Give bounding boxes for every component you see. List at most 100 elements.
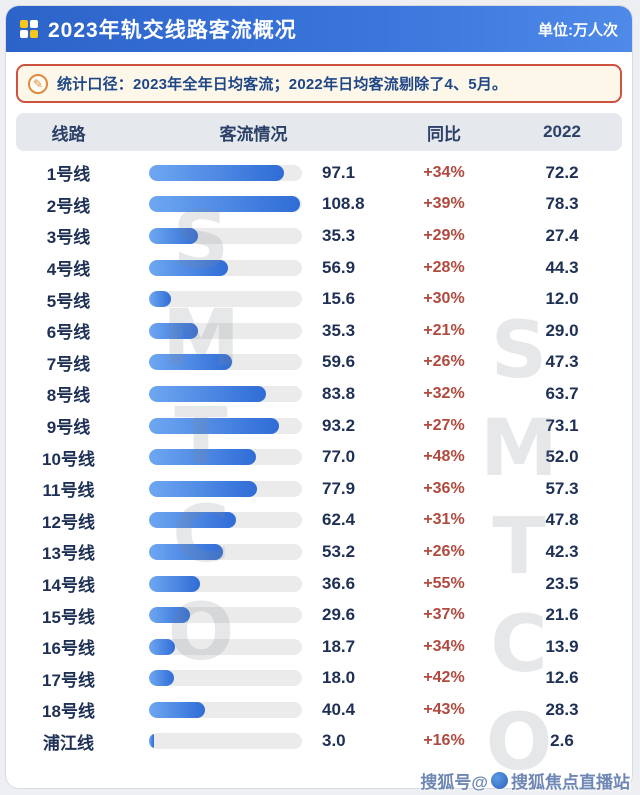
bar-cell (121, 670, 306, 687)
yoy-change-value: +39% (423, 195, 465, 213)
ridership-2023-value: 108.8 (322, 194, 365, 214)
note-text: 统计口径：2023年全年日均客流；2022年日均客流剔除了4、5月。 (57, 76, 508, 93)
table-row: 浦江线 3.0 +16% 2.6 (16, 726, 622, 758)
bar-fill (149, 291, 171, 308)
ridership-2023-value: 77.9 (322, 478, 356, 498)
bar-fill (149, 322, 199, 339)
bar-track (149, 701, 302, 718)
ridership-2022-value: 27.4 (545, 225, 579, 245)
line-name: 6号线 (46, 323, 91, 343)
bar-cell (121, 354, 306, 371)
ridership-2023-value: 77.0 (322, 447, 356, 467)
bar-fill (149, 449, 257, 466)
table-row: 5号线 15.6 +30% 12.0 (16, 283, 622, 315)
table-row: 12号线 62.4 +31% 47.8 (16, 505, 622, 537)
table-row: 6号线 35.3 +21% 29.0 (16, 315, 622, 347)
ridership-2023-value: 15.6 (322, 289, 356, 309)
table-row: 13号线 53.2 +26% 42.3 (16, 536, 622, 568)
bar-track (149, 322, 302, 339)
line-name: 9号线 (46, 418, 91, 438)
bar-track (149, 417, 302, 434)
bar-fill (149, 607, 191, 624)
bar-cell (121, 733, 306, 750)
ridership-2022-value: 78.3 (545, 194, 579, 214)
unit-label: 单位:万人次 (538, 21, 618, 39)
bar-fill (149, 164, 285, 181)
bar-cell (121, 196, 306, 213)
table-row: 17号线 18.0 +42% 12.6 (16, 663, 622, 695)
yoy-change-value: +26% (423, 353, 465, 371)
header: 2023年轨交线路客流概况 单位:万人次 (6, 6, 632, 52)
bar-fill (149, 670, 175, 687)
ridership-2023-value: 53.2 (322, 541, 356, 561)
pencil-icon: ✎ (28, 73, 48, 94)
ridership-2022-value: 13.9 (545, 636, 579, 656)
yoy-change-value: +16% (423, 732, 465, 750)
ridership-2022-value: 63.7 (545, 383, 579, 403)
ridership-2022-value: 52.0 (545, 447, 579, 467)
bar-track (149, 670, 302, 687)
line-name: 14号线 (42, 576, 95, 596)
table-row: 8号线 83.8 +32% 63.7 (16, 378, 622, 410)
table-row: 10号线 77.0 +48% 52.0 (16, 441, 622, 473)
ridership-2022-value: 47.8 (545, 510, 579, 530)
bar-cell (121, 480, 306, 497)
table-row: 1号线 97.1 +34% 72.2 (16, 157, 622, 189)
bar-cell (121, 638, 306, 655)
bar-fill (149, 480, 258, 497)
bar-track (149, 449, 302, 466)
bar-cell (121, 322, 306, 339)
bar-track (149, 196, 302, 213)
sohu-focus-logo-icon (491, 772, 508, 789)
line-name: 12号线 (42, 512, 95, 532)
table-row: 15号线 29.6 +37% 21.6 (16, 599, 622, 631)
bar-track (149, 259, 302, 276)
ridership-2023-value: 40.4 (322, 699, 356, 719)
yoy-change-value: +32% (423, 384, 465, 402)
page-title: 2023年轨交线路客流概况 (48, 19, 297, 42)
ridership-2022-value: 57.3 (545, 478, 579, 498)
bar-cell (121, 543, 306, 560)
bar-fill (149, 196, 301, 213)
line-name: 15号线 (42, 607, 95, 627)
table-row: 18号线 40.4 +43% 28.3 (16, 694, 622, 726)
yoy-change-value: +26% (423, 542, 465, 560)
footer-watermark: 搜狐号@ 搜狐焦点直播站 (420, 768, 630, 793)
column-header-yoy: 同比 (427, 124, 461, 144)
bar-cell (121, 227, 306, 244)
bar-track (149, 164, 302, 181)
bar-fill (149, 512, 236, 529)
ridership-2023-value: 36.6 (322, 573, 356, 593)
line-name: 7号线 (46, 354, 91, 374)
ridership-2023-value: 3.0 (322, 731, 346, 751)
bar-track (149, 575, 302, 592)
line-name: 10号线 (42, 449, 95, 469)
ridership-2023-value: 97.1 (322, 162, 356, 182)
bar-cell (121, 164, 306, 181)
yoy-change-value: +34% (423, 163, 465, 181)
bar-fill (149, 575, 200, 592)
ridership-2023-value: 62.4 (322, 510, 356, 530)
yoy-change-value: +42% (423, 669, 465, 687)
footer-watermark-suffix: 搜狐焦点直播站 (511, 773, 630, 792)
ridership-2023-value: 93.2 (322, 415, 356, 435)
ridership-2022-value: 12.0 (545, 289, 579, 309)
metro-logo-icon (20, 20, 38, 38)
bar-track (149, 385, 302, 402)
line-name: 4号线 (46, 260, 91, 280)
line-name: 1号线 (46, 165, 91, 185)
bar-cell (121, 385, 306, 402)
ridership-2022-value: 42.3 (545, 541, 579, 561)
bar-fill (149, 701, 206, 718)
table-row: 16号线 18.7 +34% 13.9 (16, 631, 622, 663)
yoy-change-value: +43% (423, 700, 465, 718)
table-row: 3号线 35.3 +29% 27.4 (16, 220, 622, 252)
yoy-change-value: +29% (423, 226, 465, 244)
bar-track (149, 638, 302, 655)
ridership-2023-value: 29.6 (322, 605, 356, 625)
table-header: 线路 客流情况 同比 2022 (16, 113, 622, 151)
bar-track (149, 354, 302, 371)
bar-track (149, 227, 302, 244)
yoy-change-value: +55% (423, 574, 465, 592)
bar-cell (121, 259, 306, 276)
